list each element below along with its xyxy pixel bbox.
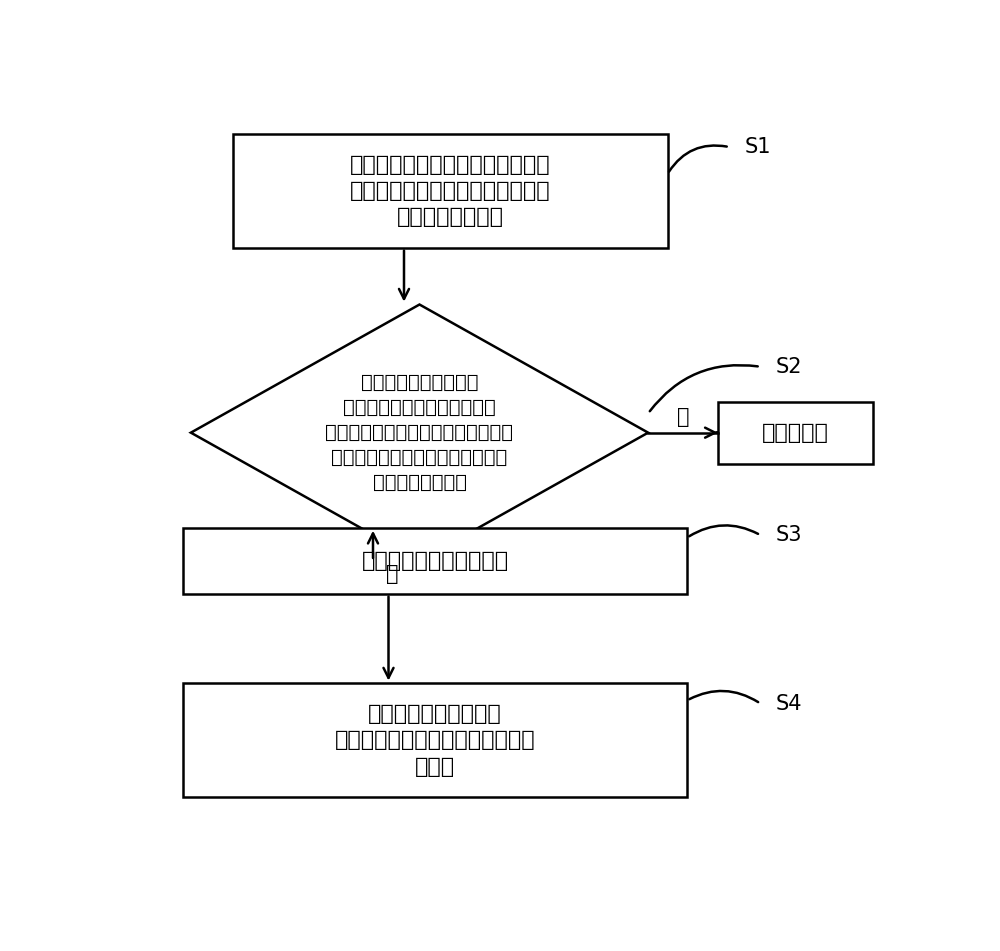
Bar — [718, 401, 873, 464]
Text: 检测空调器的当前运行状态，当空
调器的运行稳定时，控制系统进入
冷媒泄漏判定程序: 检测空调器的当前运行状态，当空 调器的运行稳定时，控制系统进入 冷媒泄漏判定程序 — [350, 155, 551, 227]
Text: 执行制冷剂泄漏验证程序: 执行制冷剂泄漏验证程序 — [361, 551, 509, 571]
Text: S3: S3 — [776, 525, 803, 545]
Text: 根据压缩机回气温度是
否处于预设温度范围内判断制冷剂
泄漏量: 根据压缩机回气温度是 否处于预设温度范围内判断制冷剂 泄漏量 — [335, 704, 535, 777]
Polygon shape — [191, 304, 648, 561]
Text: S4: S4 — [776, 693, 803, 713]
Bar — [183, 684, 687, 797]
Text: S2: S2 — [776, 357, 803, 377]
Text: 是: 是 — [386, 564, 399, 584]
Text: 判断压缩机的实时排气
温度和理论排气温度是否满足
第一预设条件，以及室内温度和蒸发
器出口处制冷剂温度的温度差是否
满足第二预设条件: 判断压缩机的实时排气 温度和理论排气温度是否满足 第一预设条件，以及室内温度和蒸… — [326, 373, 514, 493]
Text: 未发生泄漏: 未发生泄漏 — [762, 422, 829, 442]
Text: S1: S1 — [745, 137, 772, 157]
Text: 否: 否 — [677, 406, 689, 427]
Bar — [233, 134, 668, 248]
Bar — [183, 528, 687, 593]
